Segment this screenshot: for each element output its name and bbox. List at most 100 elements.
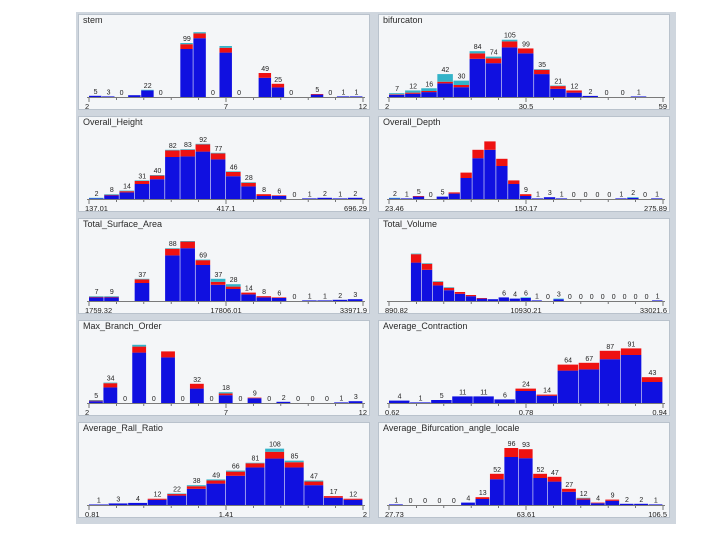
- bar-blue-segment: [256, 196, 272, 199]
- bar-count-label: 6: [277, 290, 281, 297]
- bar-red-segment: [641, 377, 663, 382]
- bar-red-segment: [485, 58, 502, 64]
- bar-cyan-segment: [485, 56, 502, 59]
- bar-blue-segment: [448, 193, 460, 199]
- bar-red-segment: [590, 502, 605, 504]
- bar-red-segment: [195, 144, 211, 152]
- x-tick-label: 10930.21: [510, 306, 541, 315]
- bar-count-label: 43: [649, 370, 657, 377]
- bar-count-label: 40: [154, 168, 162, 175]
- bar-blue-segment: [89, 198, 104, 199]
- bar-red-segment: [219, 47, 232, 53]
- bar-count-label: 5: [440, 393, 444, 400]
- x-tick-label: 106.5: [648, 510, 667, 519]
- bar-blue-segment: [437, 83, 453, 97]
- bar-red-segment: [504, 448, 519, 457]
- bar-red-segment: [443, 287, 455, 291]
- bar-blue-segment: [566, 92, 582, 97]
- bar-blue-segment: [501, 47, 518, 97]
- x-tick-label: 7: [224, 408, 228, 417]
- bar-count-label: 0: [210, 396, 214, 403]
- bar-count-label: 1: [339, 395, 343, 402]
- x-tick-label: 137.01: [85, 204, 108, 213]
- bar-blue-segment: [605, 500, 620, 505]
- bar-count-label: 12: [154, 492, 162, 499]
- bar-blue-segment: [219, 52, 232, 97]
- bar-cyan-segment: [195, 143, 211, 145]
- bar-count-label: 99: [183, 36, 191, 43]
- bar-count-label: 64: [564, 358, 572, 365]
- bar-cyan-segment: [226, 171, 241, 172]
- bar-count-label: 0: [634, 294, 638, 301]
- bar-blue-segment: [226, 289, 241, 301]
- bar-count-label: 52: [537, 467, 545, 474]
- bar-blue-segment: [557, 370, 579, 403]
- bar-red-segment: [605, 499, 620, 501]
- bar-blue-segment: [103, 387, 118, 403]
- bar-count-label: 93: [522, 442, 530, 449]
- bar-count-label: 1: [419, 395, 423, 402]
- histogram-plot: 1 0 0 0 0 4 13 52 96 93 52 47 27 12 4 9 2 2 1 27.73 63.61 106…: [379, 435, 671, 519]
- bar-blue-segment: [508, 184, 520, 199]
- bar-red-segment: [165, 248, 180, 256]
- bar-cyan-segment: [245, 462, 265, 464]
- bar-red-segment: [167, 494, 187, 496]
- bar-count-label: 74: [490, 50, 498, 57]
- bar-red-segment: [496, 158, 508, 166]
- bar-red-segment: [520, 194, 532, 196]
- bar-red-segment: [226, 172, 241, 177]
- bar-count-label: 0: [643, 192, 647, 199]
- histogram-panel-max-branch-order: Max_Branch_Order 5 34 0 0 0 32 0 18 0 9 0 2 0 0 0 1 3 2 7 12: [78, 320, 370, 417]
- bar-count-label: 0: [328, 90, 332, 97]
- bar-red-segment: [476, 298, 488, 299]
- bar-count-label: 92: [199, 137, 207, 144]
- bar-blue-segment: [89, 95, 102, 97]
- bar-red-segment: [258, 73, 272, 78]
- bar-count-label: 22: [173, 487, 181, 494]
- histogram-title: Overall_Depth: [383, 117, 441, 127]
- bar-count-label: 1: [405, 191, 409, 198]
- histogram-panel-stem: stem 5 3 0 22 0 99 0 0 49 25 0 5 0 1 1 2 7 12: [78, 14, 370, 111]
- bar-cyan-segment: [119, 190, 135, 192]
- bar-red-segment: [189, 383, 204, 389]
- bar-blue-segment: [149, 179, 165, 199]
- bar-blue-segment: [520, 196, 532, 199]
- bar-blue-segment: [310, 94, 324, 97]
- bar-cyan-segment: [443, 287, 455, 288]
- x-tick-label: 1759.32: [85, 306, 112, 315]
- bar-count-label: 14: [245, 286, 253, 293]
- bar-blue-segment: [410, 262, 422, 301]
- bar-count-label: 2: [393, 191, 397, 198]
- bar-blue-segment: [241, 294, 256, 301]
- bar-count-label: 91: [627, 341, 635, 348]
- histogram-title: Max_Branch_Order: [83, 321, 162, 331]
- bar-red-segment: [161, 351, 175, 358]
- x-tick-label: 2: [85, 102, 89, 111]
- bar-cyan-segment: [104, 194, 119, 195]
- bar-blue-segment: [147, 499, 167, 505]
- bar-blue-segment: [582, 95, 598, 97]
- x-tick-label: 0.62: [385, 408, 400, 417]
- bar-blue-segment: [489, 479, 504, 505]
- bar-blue-segment: [218, 395, 233, 403]
- bar-blue-segment: [431, 400, 452, 403]
- bar-blue-segment: [89, 504, 108, 505]
- bar-cyan-segment: [553, 298, 564, 300]
- histogram-title: Total_Volume: [383, 219, 438, 229]
- bar-red-segment: [265, 451, 285, 459]
- bar-blue-segment: [226, 176, 241, 199]
- bar-count-label: 46: [230, 164, 238, 171]
- x-tick-label: 12: [359, 408, 367, 417]
- bar-blue-segment: [615, 198, 627, 199]
- bar-cyan-segment: [167, 493, 187, 495]
- bar-count-label: 66: [232, 464, 240, 471]
- histogram-panel-total-surface-area: Total_Surface_Area 7 9 37 88 69 37 28 14 8 6 0 1 1 2 3 1…: [78, 218, 370, 315]
- bar-count-label: 82: [169, 143, 177, 150]
- bar-count-label: 34: [107, 376, 115, 383]
- bar-blue-segment: [141, 90, 154, 97]
- bar-cyan-segment: [226, 470, 245, 472]
- bar-count-label: 1: [656, 293, 660, 300]
- bar-blue-segment: [641, 382, 663, 403]
